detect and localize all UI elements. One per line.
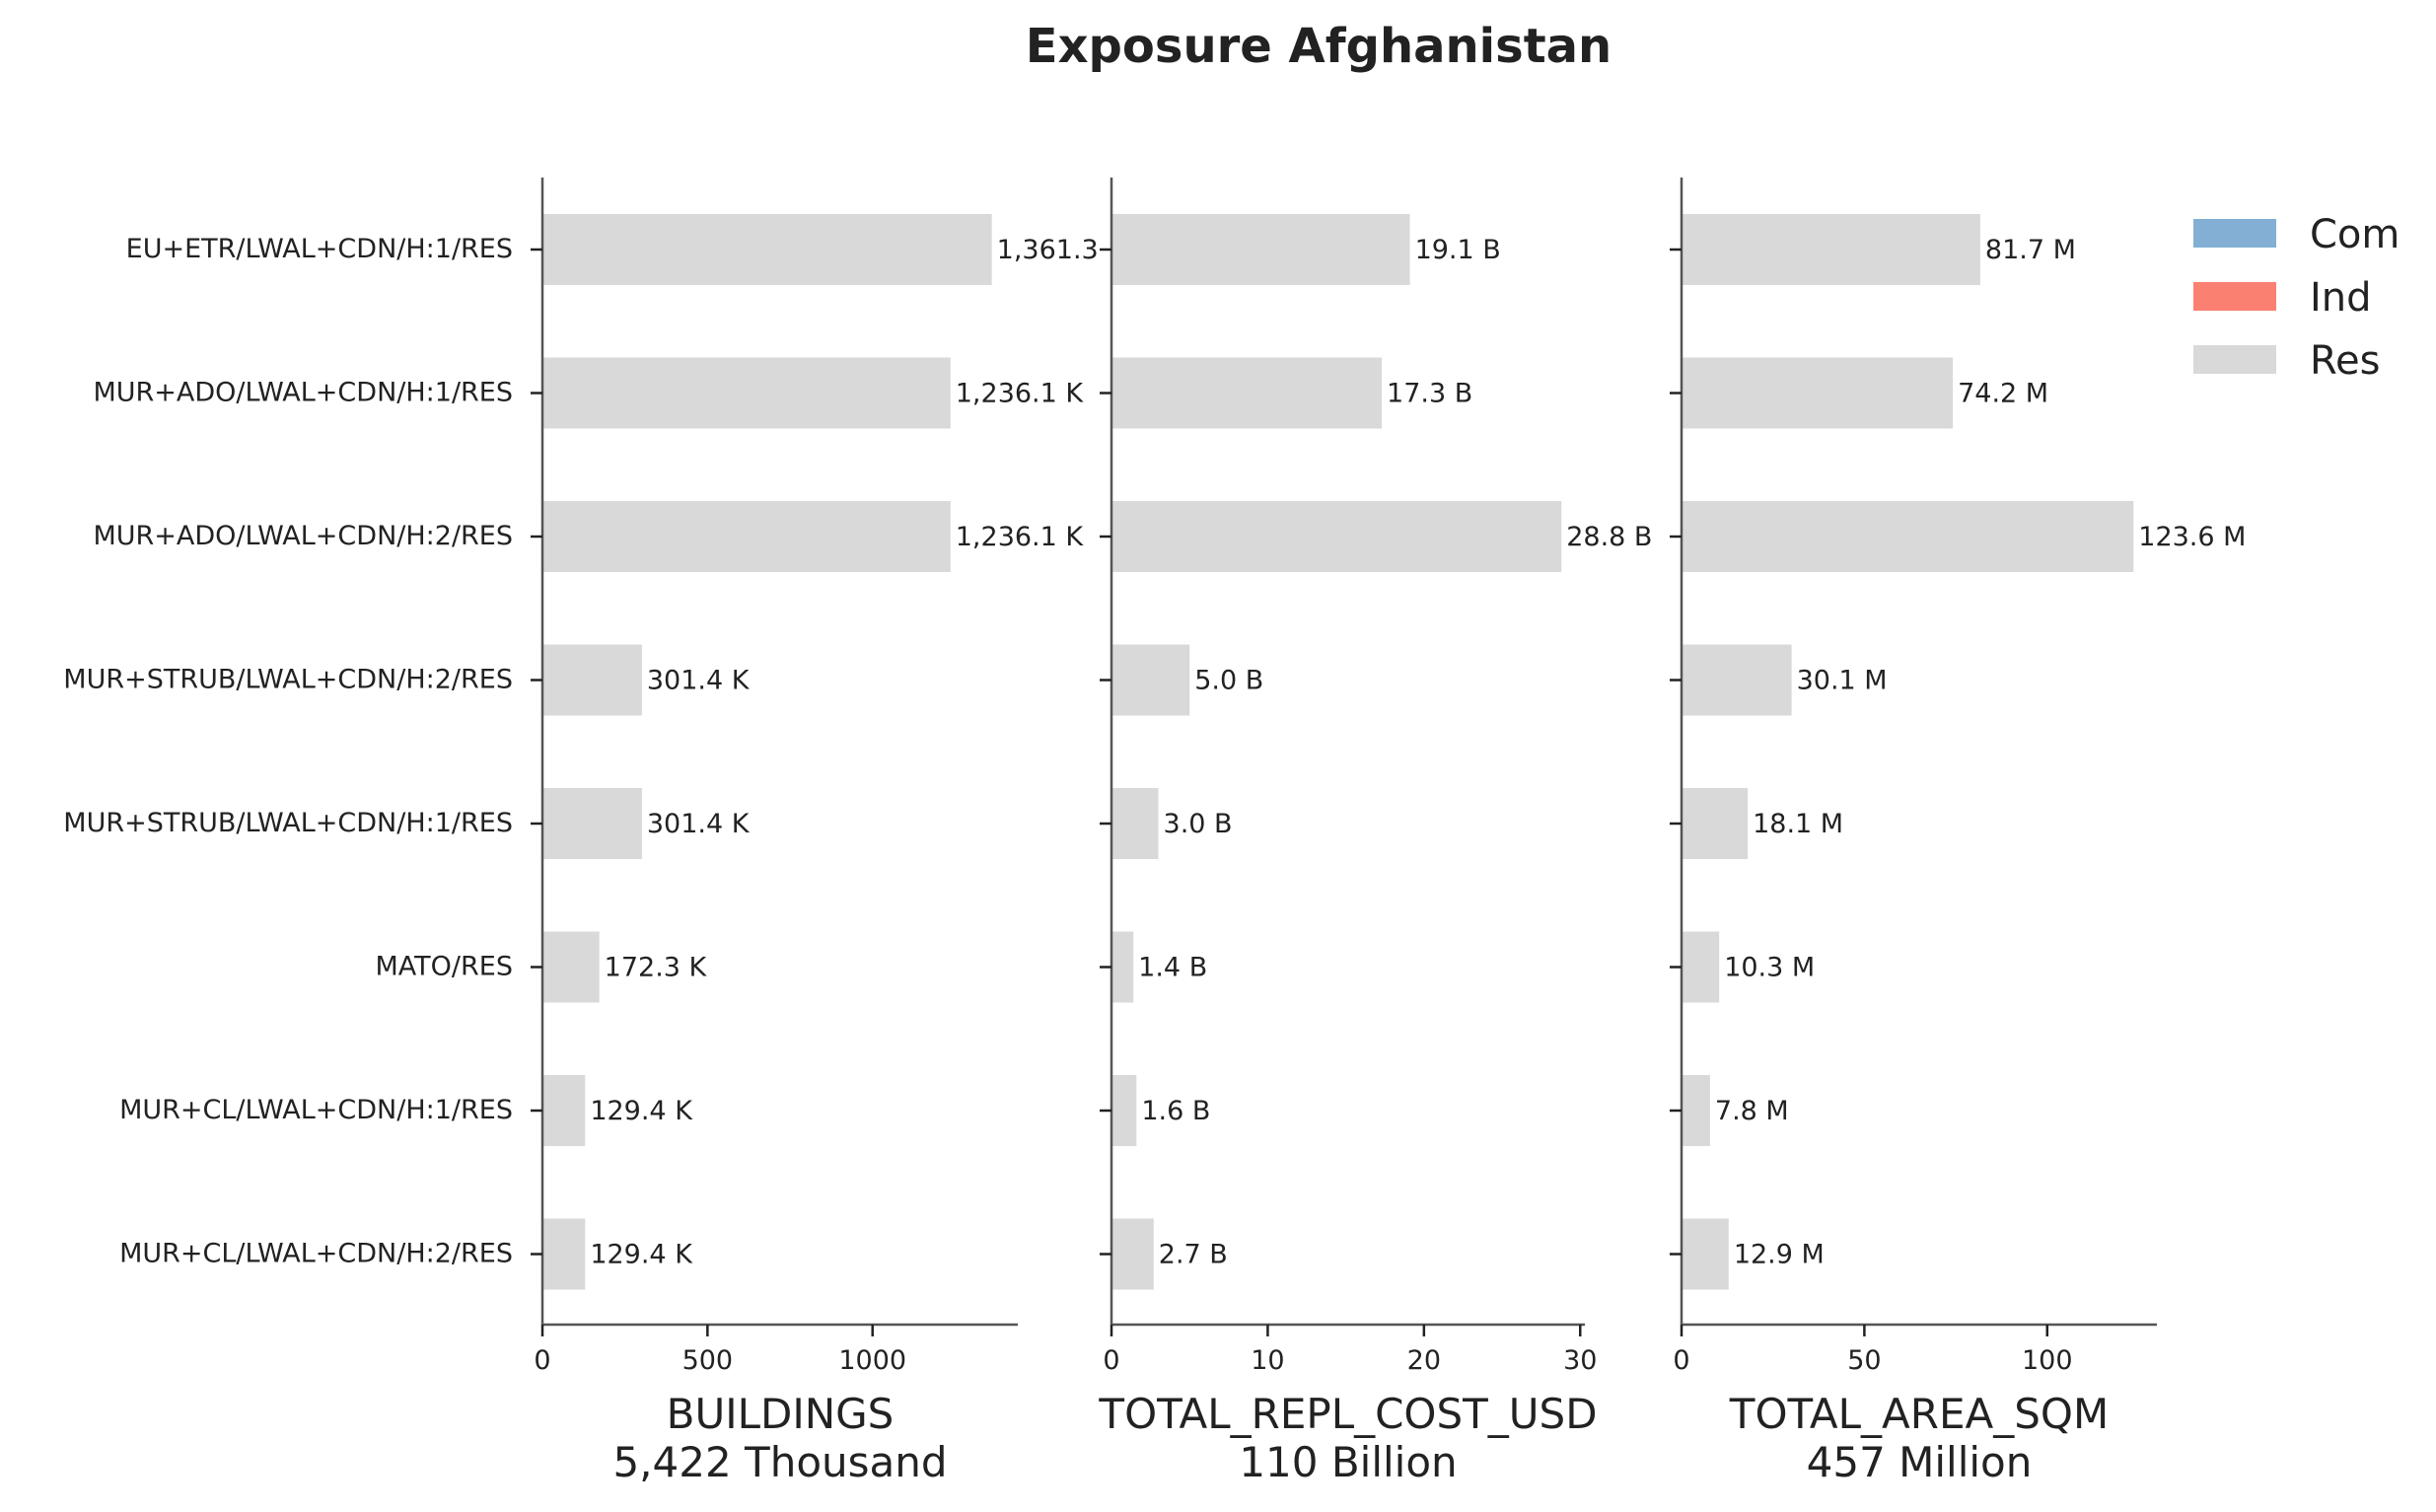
x-tick-label: 50 [1847, 1345, 1881, 1376]
data-label: 10.3 M [1724, 953, 1815, 983]
bar [1111, 214, 1410, 285]
bar [1111, 1218, 1154, 1290]
bar [542, 501, 951, 572]
category-label: MUR+CL/LWAL+CDN/H:1/RES [119, 1095, 513, 1125]
bar [1682, 357, 1954, 429]
bar [1111, 644, 1190, 716]
bar [542, 931, 600, 1003]
data-label: 1.6 B [1141, 1096, 1210, 1126]
data-label: 28.8 B [1566, 522, 1652, 552]
panel-3: 0 50 100 81.7 M 74.2 M 123.6 M 30.1 M 18.1 M 10.… [1670, 178, 2246, 1486]
bar [1682, 214, 1980, 285]
data-label: 123.6 M [2138, 522, 2246, 552]
legend-swatch-res [2193, 345, 2276, 374]
bar [1111, 501, 1562, 572]
x-tick-label: 1000 [838, 1345, 906, 1376]
data-label: 12.9 M [1734, 1240, 1825, 1270]
data-label: 1,236.1 K [956, 379, 1085, 409]
category-label: MUR+STRUB/LWAL+CDN/H:1/RES [63, 808, 513, 838]
panel-2: 0 10 20 30 19.1 B 17.3 B 28.8 B 5.0 B 3.0 B 1.4 B… [1098, 178, 1652, 1486]
x-tick-label: 30 [1563, 1345, 1597, 1376]
data-label: 172.3 K [605, 953, 708, 983]
x-axis-total: 457 Million [1807, 1438, 2033, 1486]
bar [542, 1075, 586, 1146]
data-label: 1,361.3 [997, 235, 1099, 265]
legend-swatch-com [2193, 219, 2276, 248]
data-label: 18.1 M [1753, 809, 1843, 839]
legend-label: Com [2310, 212, 2400, 257]
bar [1682, 1075, 1710, 1146]
data-label: 129.4 K [590, 1096, 693, 1126]
panel-1: 0 500 1000 1,361.3 1,236.1 K 1,236.1 K 301.4 K… [531, 178, 1099, 1486]
data-label: 2.7 B [1159, 1240, 1228, 1270]
legend-label: Res [2310, 338, 2380, 384]
bar [1111, 1075, 1137, 1146]
data-label: 1.4 B [1138, 953, 1207, 983]
bar [542, 644, 642, 716]
bar [1682, 1218, 1729, 1290]
bar [1111, 788, 1159, 859]
bar [1682, 644, 1792, 716]
bar [1111, 931, 1134, 1003]
x-tick-label: 10 [1251, 1345, 1284, 1376]
data-label: 1,236.1 K [956, 522, 1085, 552]
x-tick-label: 0 [1673, 1345, 1689, 1376]
x-tick-label: 100 [2022, 1345, 2073, 1376]
category-label: MATO/RES [376, 952, 513, 982]
data-label: 301.4 K [647, 809, 751, 839]
bar [1682, 788, 1749, 859]
data-label: 19.1 B [1415, 235, 1501, 265]
bar [542, 1218, 586, 1290]
category-label: MUR+ADO/LWAL+CDN/H:2/RES [93, 521, 513, 551]
bar [542, 788, 642, 859]
bar [542, 214, 992, 285]
data-label: 5.0 B [1194, 666, 1263, 696]
data-label: 17.3 B [1387, 379, 1472, 409]
bar [1682, 501, 2134, 572]
bar [1682, 931, 1720, 1003]
data-label: 129.4 K [590, 1240, 693, 1270]
category-label: MUR+CL/LWAL+CDN/H:2/RES [119, 1239, 513, 1269]
chart-title: Exposure Afghanistan [1026, 19, 1612, 74]
bar [1111, 357, 1383, 429]
legend-label: Ind [2310, 275, 2372, 321]
legend: Com Ind Res [2193, 212, 2400, 384]
x-axis-total: 5,422 Thousand [612, 1438, 947, 1486]
legend-swatch-ind [2193, 282, 2276, 311]
data-label: 3.0 B [1164, 809, 1233, 839]
x-tick-label: 20 [1407, 1345, 1441, 1376]
x-tick-label: 0 [1103, 1345, 1119, 1376]
category-label: MUR+ADO/LWAL+CDN/H:1/RES [93, 378, 513, 408]
x-axis-title: TOTAL_REPL_COST_USD [1098, 1390, 1597, 1438]
data-label: 30.1 M [1797, 666, 1888, 696]
data-label: 81.7 M [1985, 235, 2076, 265]
x-axis-total: 110 Billion [1239, 1438, 1457, 1486]
bar [542, 357, 951, 429]
data-label: 7.8 M [1715, 1096, 1789, 1126]
x-axis-title: BUILDINGS [667, 1390, 895, 1438]
category-label: EU+ETR/LWAL+CDN/H:1/RES [126, 234, 513, 264]
x-axis-title: TOTAL_AREA_SQM [1729, 1390, 2109, 1438]
data-label: 74.2 M [1958, 379, 2048, 409]
x-tick-label: 0 [534, 1345, 550, 1376]
category-label: MUR+STRUB/LWAL+CDN/H:2/RES [63, 665, 513, 695]
data-label: 301.4 K [647, 666, 751, 696]
x-tick-label: 500 [682, 1345, 734, 1376]
